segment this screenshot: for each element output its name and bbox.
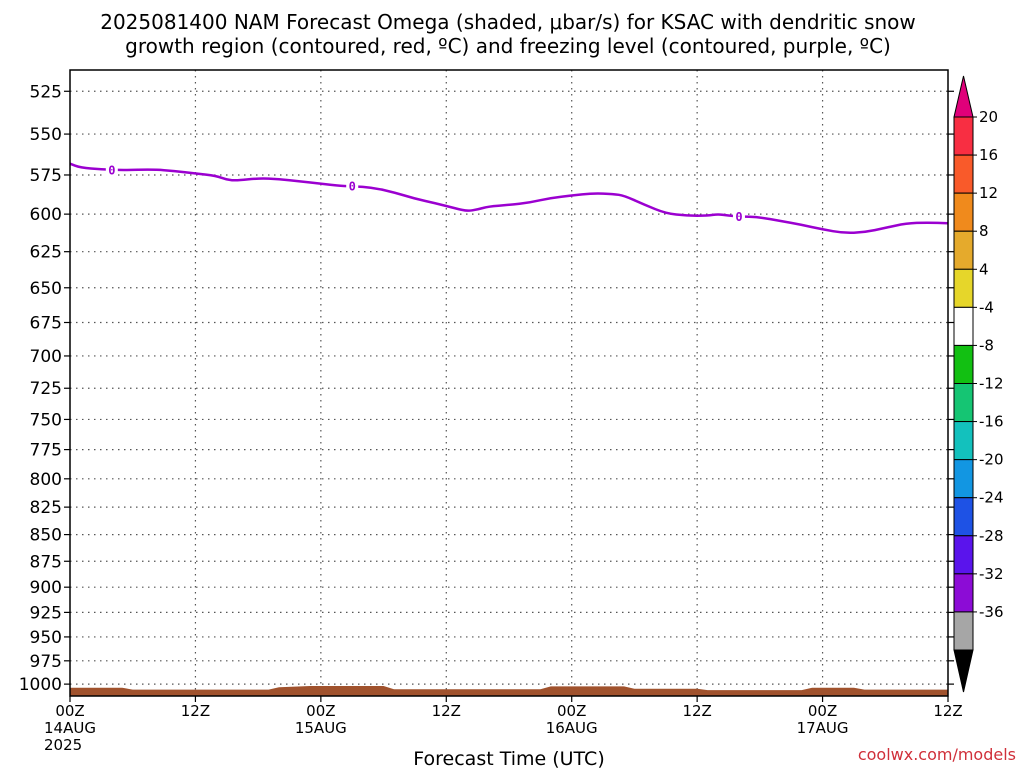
contour-label: 0 <box>735 210 742 224</box>
x-tick-label: 14AUG <box>44 719 96 737</box>
y-tick-label: 550 <box>30 125 62 145</box>
contour-label-bg <box>346 178 359 195</box>
colorbar-swatch <box>953 192 974 232</box>
y-tick-label: 850 <box>30 526 62 546</box>
contour-label: 0 <box>108 163 115 177</box>
freezing-level-layer: 0 0 0 <box>69 161 949 235</box>
colorbar-label: -24 <box>979 489 1004 507</box>
y-tick-label: 650 <box>30 279 62 299</box>
colorbar-swatch <box>953 497 974 537</box>
colorbar-label: -20 <box>979 451 1004 469</box>
chart-title-line-1: 2025081400 NAM Forecast Omega (shaded, μ… <box>100 10 916 34</box>
colorbar-swatch <box>953 611 974 651</box>
colorbar-swatch <box>953 459 974 499</box>
x-tick-label: 12Z <box>933 702 962 720</box>
colorbar-swatch <box>953 268 974 308</box>
x-tick-label: 00Z <box>808 702 837 720</box>
colorbar-swatch <box>953 535 974 575</box>
x-tick-label: 00Z <box>557 702 586 720</box>
colorbar-label: -28 <box>979 527 1004 545</box>
y-tick-label: 750 <box>30 410 62 430</box>
colorbar: 20 16 12 8 4 -4 -8 -12 -16 -20 -24 -28 -32 -36 <box>953 75 1004 693</box>
colorbar-label: -32 <box>979 565 1004 583</box>
y-tick-label: 575 <box>30 166 62 186</box>
y-tick-label: 975 <box>30 652 62 672</box>
colorbar-swatch <box>953 383 974 423</box>
colorbar-swatch <box>953 154 974 194</box>
y-tick-label: 900 <box>30 578 62 598</box>
chart-title-line-2: growth region (contoured, red, ºC) and f… <box>125 34 891 58</box>
x-tick-label: 00Z <box>306 702 335 720</box>
x-axis-label: Forecast Time (UTC) <box>413 748 604 768</box>
credit-text: coolwx.com/models <box>858 745 1016 764</box>
colorbar-label: 8 <box>979 222 989 240</box>
y-tick-label: 1000 <box>19 675 62 695</box>
colorbar-label: -12 <box>979 375 1004 393</box>
x-tick-label: 00Z <box>55 702 84 720</box>
terrain-fill <box>70 686 948 696</box>
colorbar-swatch <box>953 421 974 461</box>
colorbar-bottom-arrow <box>953 649 974 693</box>
x-tick-label: 17AUG <box>797 719 849 737</box>
contour-label: 0 <box>349 180 356 194</box>
colorbar-label: -4 <box>979 298 994 316</box>
colorbar-label: 4 <box>979 260 989 278</box>
x-tick-label: 16AUG <box>546 719 598 737</box>
x-tick-label: 12Z <box>682 702 711 720</box>
colorbar-top-arrow <box>953 75 974 118</box>
y-tick-label: 800 <box>30 470 62 490</box>
y-tick-label: 925 <box>30 603 62 623</box>
colorbar-label: -8 <box>979 336 994 354</box>
colorbar-label: -16 <box>979 413 1004 431</box>
y-tick-label: 525 <box>30 82 62 102</box>
x-tick-label: 12Z <box>432 702 461 720</box>
y-tick-label: 700 <box>30 347 62 367</box>
colorbar-swatch <box>953 116 974 156</box>
x-tick-label: 2025 <box>44 736 82 754</box>
colorbar-swatch <box>953 573 974 613</box>
freezing-level-line <box>69 162 949 235</box>
x-tick-label: 15AUG <box>295 719 347 737</box>
colorbar-label: -36 <box>979 603 1004 621</box>
plot-frame <box>69 69 949 697</box>
y-axis: 525 550 575 600 625 650 675 700 725 750 775 800 825 8… <box>19 82 954 695</box>
colorbar-swatch <box>953 344 974 384</box>
colorbar-swatch <box>953 306 974 346</box>
y-tick-label: 600 <box>30 205 62 225</box>
y-tick-label: 950 <box>30 628 62 648</box>
y-tick-label: 725 <box>30 379 62 399</box>
colorbar-label: 16 <box>979 146 998 164</box>
colorbar-label: 20 <box>979 108 998 126</box>
colorbar-swatch <box>953 230 974 270</box>
contour-label-bg <box>105 161 118 178</box>
terrain-layer <box>70 686 948 696</box>
grid-lines <box>70 70 948 696</box>
y-tick-label: 775 <box>30 441 62 461</box>
y-tick-label: 675 <box>30 313 62 333</box>
x-tick-label: 12Z <box>181 702 210 720</box>
y-tick-label: 875 <box>30 552 62 572</box>
y-tick-label: 825 <box>30 498 62 518</box>
colorbar-label: 12 <box>979 184 998 202</box>
contour-label-bg <box>732 208 745 225</box>
y-tick-label: 625 <box>30 243 62 263</box>
